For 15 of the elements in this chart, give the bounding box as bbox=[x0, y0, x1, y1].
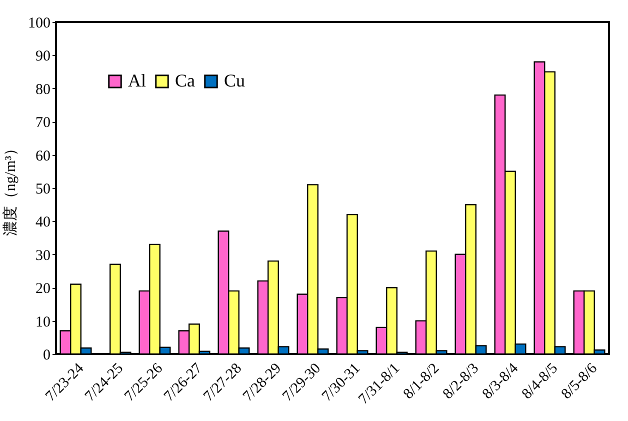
y-tick-label: 40 bbox=[36, 214, 50, 231]
legend-label: Ca bbox=[175, 70, 196, 90]
y-tick-label: 100 bbox=[28, 16, 50, 32]
legend-label: Al bbox=[128, 70, 146, 90]
y-tick-label: 10 bbox=[36, 314, 50, 330]
y-tick-label: 80 bbox=[36, 82, 50, 98]
y-axis-title: 濃度（ng/m³） bbox=[2, 140, 19, 236]
y-tick-label: 20 bbox=[36, 281, 50, 298]
legend-label: Cu bbox=[224, 70, 246, 90]
y-tick-label: 0 bbox=[43, 348, 50, 364]
y-tick-label: 30 bbox=[36, 248, 50, 264]
y-tick-label: 90 bbox=[36, 48, 50, 65]
y-tick-label: 50 bbox=[36, 182, 50, 198]
y-tick-label: 70 bbox=[36, 115, 50, 132]
y-tick-label: 60 bbox=[36, 148, 50, 164]
